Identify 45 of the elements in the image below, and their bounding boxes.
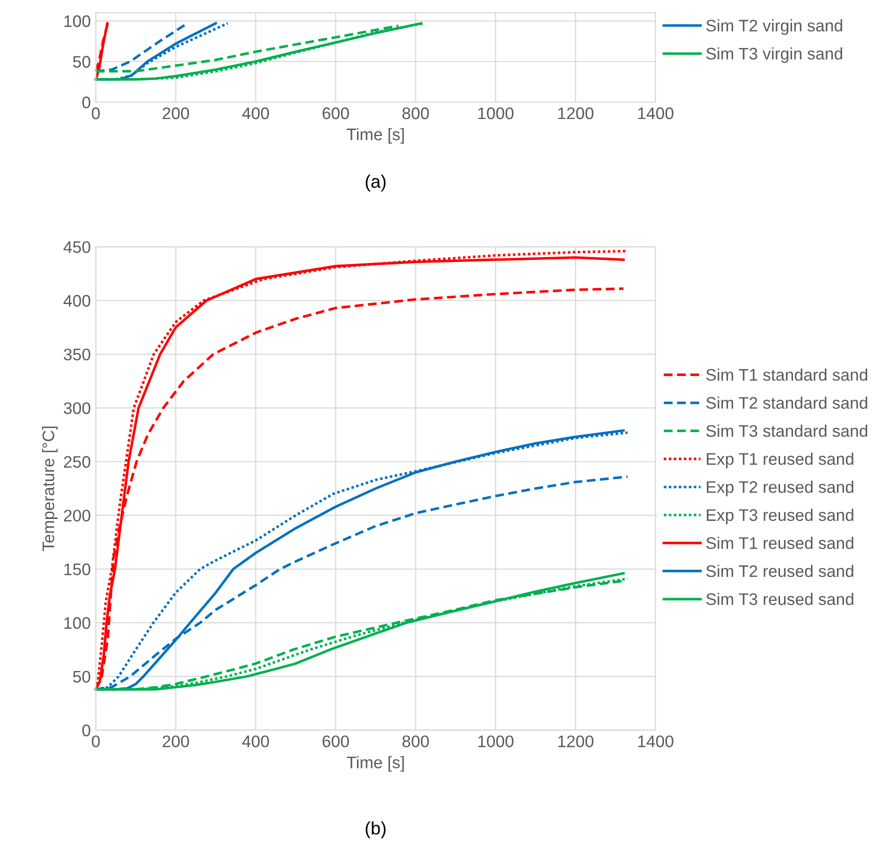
x-tick-label: 800 [402, 107, 429, 120]
legend-label: Sim T2 reused sand [706, 564, 854, 578]
x-tick-label: 200 [162, 107, 190, 120]
x-axis-title: Time [s] [346, 756, 404, 772]
y-tick-label: 400 [64, 294, 90, 307]
x-tick-label: 600 [322, 107, 349, 120]
x-tick-label: 400 [242, 107, 269, 120]
y-tick-label: 50 [73, 56, 90, 68]
legend-label: Sim T1 reused sand [706, 536, 854, 550]
y-tick-label: 100 [64, 617, 90, 629]
y-tick-label: 350 [64, 348, 90, 360]
legend-label: Exp T3 reused sand [706, 508, 854, 524]
y-tick-label: 100 [64, 15, 90, 28]
y-tick-label: 250 [64, 456, 90, 468]
y-tick-label: 0 [82, 724, 90, 736]
x-tick-label: 0 [92, 735, 100, 748]
legend-label: Exp T1 reused sand [706, 452, 854, 468]
x-tick-label: 400 [242, 735, 269, 748]
x-tick-label: 1200 [558, 107, 594, 120]
x-tick-label: 1000 [478, 107, 514, 120]
legend-label: Sim T3 reused sand [706, 592, 854, 606]
x-tick-label: 800 [402, 735, 429, 748]
legend-label: Sim T3 standard sand [706, 424, 868, 437]
legend-label: Sim T1 standard sand [706, 368, 868, 381]
y-tick-label: 50 [73, 670, 90, 683]
x-tick-label: 1400 [638, 735, 674, 748]
x-tick-label: 1000 [478, 735, 514, 748]
legend-label: Sim T2 virgin sand [706, 19, 842, 35]
y-tick-label: 200 [64, 510, 90, 522]
x-tick-label: 1200 [558, 735, 594, 748]
text: (b) [366, 821, 386, 838]
y-tick-label: 150 [64, 563, 90, 576]
y-tick-label: 0 [82, 96, 90, 108]
y-tick-label: 450 [64, 241, 90, 253]
x-tick-label: 600 [322, 735, 349, 748]
text: (a) [366, 174, 386, 192]
x-tick-label: 1400 [638, 107, 674, 120]
y-tick-label: 300 [64, 402, 90, 414]
legend-label: Exp T2 reused sand [706, 480, 854, 496]
y-axis-title: Temperature [°C] [42, 426, 58, 552]
x-axis-title: Time [s] [346, 128, 404, 144]
x-tick-label: 0 [92, 107, 100, 120]
legend-label: Sim T3 virgin sand [706, 47, 842, 63]
legend-label: Sim T2 standard sand [706, 396, 868, 409]
x-tick-label: 200 [162, 735, 190, 748]
